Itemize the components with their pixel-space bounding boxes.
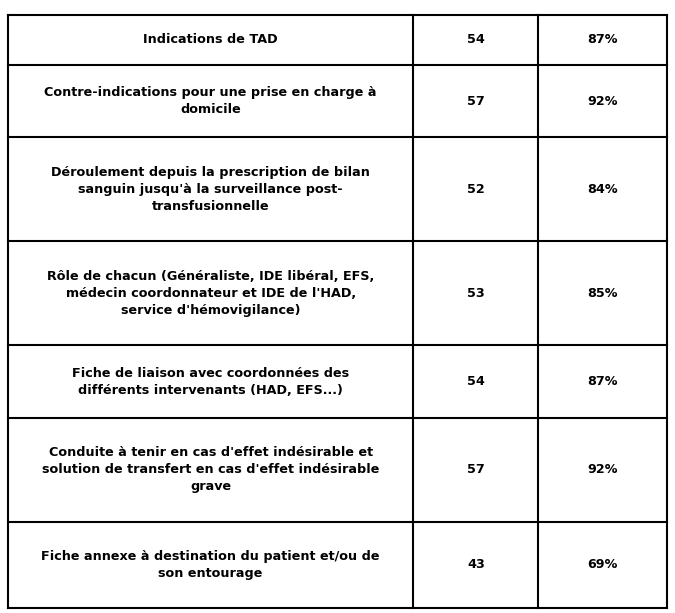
Text: Contre-indications pour une prise en charge à
domicile: Contre-indications pour une prise en cha… — [45, 86, 377, 116]
Text: 84%: 84% — [587, 183, 618, 196]
Text: Fiche de liaison avec coordonnées des
différents intervenants (HAD, EFS...): Fiche de liaison avec coordonnées des di… — [72, 367, 349, 397]
Text: 53: 53 — [467, 287, 485, 300]
Text: Indications de TAD: Indications de TAD — [143, 33, 278, 47]
Text: 57: 57 — [467, 463, 485, 476]
Text: 87%: 87% — [587, 33, 618, 47]
Text: Conduite à tenir en cas d'effet indésirable et
solution de transfert en cas d'ef: Conduite à tenir en cas d'effet indésira… — [42, 446, 379, 493]
Text: 54: 54 — [467, 33, 485, 47]
Text: 87%: 87% — [587, 375, 618, 388]
Text: Déroulement depuis la prescription de bilan
sanguin jusqu'à la surveillance post: Déroulement depuis la prescription de bi… — [51, 166, 370, 213]
Text: 52: 52 — [467, 183, 485, 196]
Text: Rôle de chacun (Généraliste, IDE libéral, EFS,
médecin coordonnateur et IDE de l: Rôle de chacun (Généraliste, IDE libéral… — [47, 270, 374, 317]
Text: 92%: 92% — [587, 463, 618, 476]
Text: Fiche annexe à destination du patient et/ou de
son entourage: Fiche annexe à destination du patient et… — [41, 550, 380, 580]
Text: 92%: 92% — [587, 94, 618, 107]
Text: 43: 43 — [467, 558, 485, 571]
Text: 57: 57 — [467, 94, 485, 107]
Text: 85%: 85% — [587, 287, 618, 300]
Text: 69%: 69% — [587, 558, 618, 571]
Text: 54: 54 — [467, 375, 485, 388]
